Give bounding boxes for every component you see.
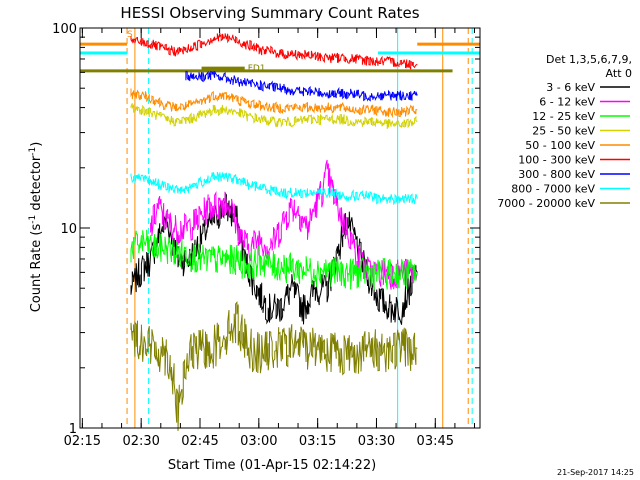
legend-header-line-2: Att 0 <box>606 67 632 80</box>
x-tick-label: 03:15 <box>299 434 336 449</box>
y-axis-label: Count Rate (s-1 detector-1) <box>28 142 44 313</box>
series-line-5 <box>130 32 418 71</box>
x-tick-label: 02:45 <box>181 434 218 449</box>
y-tick-label: 1 <box>69 422 77 437</box>
marker-label: S <box>127 30 133 40</box>
series-line-0 <box>130 191 418 325</box>
x-tick-label: 02:30 <box>122 434 159 449</box>
x-axis-label: Start Time (01-Apr-15 02:14:22) <box>168 458 376 473</box>
date-stamp: 21-Sep-2017 14:25 <box>557 468 634 477</box>
x-axis: 02:15 02:30 02:45 03:00 03:15 03:30 03:45 <box>64 28 476 449</box>
legend-label: 7000 - 20000 keV <box>497 197 595 210</box>
y-axis: 1 10 100 <box>52 22 480 437</box>
legend-label: 25 - 50 keV <box>532 125 595 138</box>
legend-label: 100 - 300 keV <box>518 154 595 167</box>
legend: Det 1,3,5,6,7,9, Att 0 3 - 6 keV 6 - 12 k… <box>497 53 632 210</box>
legend-label: 50 - 100 keV <box>525 139 595 152</box>
series-line-1 <box>150 159 418 290</box>
series-line-7 <box>130 171 418 206</box>
series-line-4 <box>130 88 418 119</box>
y-tick-label: 100 <box>52 22 77 37</box>
chart-title: HESSI Observing Summary Count Rates <box>120 4 419 22</box>
x-tick-label: 03:45 <box>417 434 454 449</box>
legend-header-line-1: Det 1,3,5,6,7,9, <box>546 53 632 66</box>
legend-label: 6 - 12 keV <box>539 96 595 109</box>
series-line-3 <box>130 103 418 129</box>
legend-label: 3 - 6 keV <box>546 81 595 94</box>
flag-label: FD1 <box>248 64 266 74</box>
x-tick-label: 02:15 <box>64 434 101 449</box>
series-line-8 <box>130 300 418 432</box>
y-tick-label: 10 <box>60 222 77 237</box>
series-line-2 <box>130 229 418 290</box>
legend-label: 300 - 800 keV <box>518 168 595 181</box>
legend-label: 800 - 7000 keV <box>511 183 595 196</box>
x-tick-label: 03:30 <box>358 434 395 449</box>
x-tick-label: 03:00 <box>240 434 277 449</box>
series-line-6 <box>185 70 418 102</box>
legend-label: 12 - 25 keV <box>532 110 595 123</box>
